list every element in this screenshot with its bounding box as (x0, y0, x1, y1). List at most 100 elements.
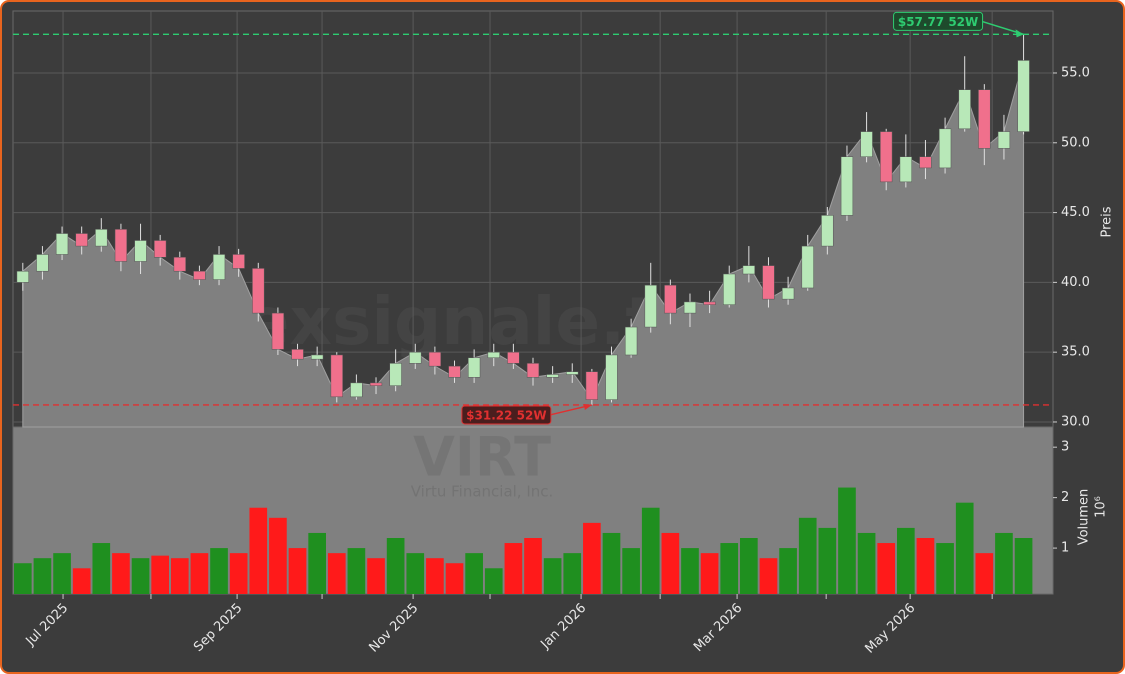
annotation-label: $57.77 52W (898, 15, 978, 29)
volume-bar (916, 537, 935, 594)
volume-bar (543, 558, 562, 594)
candle-body (860, 131, 873, 157)
volume-bar (190, 553, 209, 594)
volume-bar (504, 543, 523, 594)
candle-body (389, 363, 402, 386)
volume-bar (798, 517, 817, 594)
candle-body (919, 156, 932, 169)
volume-bar (524, 537, 542, 594)
candle-body (487, 351, 500, 359)
candle-body (546, 374, 559, 378)
y-tick-label: 35.0 (1061, 345, 1090, 360)
candle-body (644, 284, 657, 328)
volume-bar (583, 522, 601, 594)
candle-body (938, 128, 952, 169)
volume-bar (229, 553, 248, 594)
candle-body (212, 254, 226, 280)
volume-bar (249, 507, 268, 594)
volume-bar (818, 527, 837, 594)
volume-bar (327, 553, 346, 594)
candle-body (134, 240, 147, 262)
volume-bar (740, 537, 758, 594)
volume-bar (33, 558, 52, 594)
candle-body (507, 351, 520, 364)
volume-bar (622, 548, 640, 594)
volume-bar (151, 555, 169, 594)
volume-axis-label: Volumen (1077, 489, 1092, 546)
candle-body (880, 131, 893, 183)
candle-body (762, 265, 775, 300)
y-tick-label: 50.0 (1061, 135, 1090, 150)
candle-body (801, 245, 814, 289)
volume-tick-label: 2 (1061, 490, 1069, 505)
volume-bar (13, 563, 32, 594)
y-axis-label: Preis (1100, 206, 1115, 237)
volume-bar (661, 532, 680, 594)
candle-body (978, 89, 991, 149)
company-watermark: Virtu Financial, Inc. (411, 483, 554, 501)
candle-body (723, 273, 736, 305)
candle-body (271, 312, 285, 350)
volume-bar (641, 507, 660, 594)
volume-bar (112, 553, 130, 594)
volume-bar (700, 553, 719, 594)
candle-body (114, 229, 128, 262)
volume-bar (269, 517, 287, 594)
candle-body (252, 268, 265, 314)
volume-bar (53, 553, 71, 594)
volume-tick-label: 3 (1061, 440, 1069, 455)
ticker-watermark: VIRT (413, 426, 551, 489)
volume-bar (936, 543, 954, 594)
volume-bar (386, 537, 405, 594)
volume-bar (465, 553, 483, 594)
candle-body (75, 233, 88, 247)
volume-bar (288, 548, 307, 594)
annotation-box (461, 405, 552, 425)
candle-body (448, 365, 461, 378)
candle-body (95, 229, 108, 247)
candle-body (409, 351, 422, 364)
candle-body (350, 382, 363, 398)
candle-body (55, 233, 69, 255)
candle-body (154, 240, 167, 258)
annotation-label: $31.22 52W (466, 408, 546, 422)
candle-body (467, 357, 481, 378)
volume-bar (975, 553, 994, 594)
y-tick-label: 45.0 (1061, 205, 1090, 220)
y-tick-label: 40.0 (1061, 275, 1090, 290)
volume-scale-label: 10⁶ (1094, 496, 1109, 518)
candle-body (958, 89, 971, 130)
volume-bar (955, 502, 974, 594)
volume-bar (838, 487, 856, 594)
volume-bar (877, 543, 896, 594)
annotation-box (893, 11, 984, 31)
volume-bar (92, 543, 111, 594)
candle-body (585, 371, 599, 400)
candle-body (1017, 60, 1030, 132)
candle-body (369, 382, 383, 386)
candle-body (173, 256, 186, 272)
candle-body (16, 270, 29, 283)
candle-body (781, 287, 795, 300)
volume-bar (563, 553, 582, 594)
y-tick-label: 55.0 (1061, 65, 1090, 80)
y-tick-label: 30.0 (1061, 414, 1090, 429)
candle-body (899, 156, 912, 183)
candle-body (821, 215, 834, 247)
candle-body (664, 284, 677, 314)
candle-body (742, 265, 755, 275)
candle-body (683, 301, 697, 314)
volume-bar (131, 558, 150, 594)
annotation-arrowhead (1015, 29, 1024, 38)
volume-bar (170, 558, 189, 594)
candle-body (997, 131, 1011, 149)
candle-body (428, 351, 442, 367)
candle-body (193, 270, 206, 280)
volume-tick-label: 1 (1061, 541, 1069, 556)
annotation-arrowhead (583, 403, 592, 410)
volume-bar (406, 553, 425, 594)
volume-bar (484, 568, 503, 594)
volume-bar (759, 558, 778, 594)
candle-body (232, 254, 245, 269)
